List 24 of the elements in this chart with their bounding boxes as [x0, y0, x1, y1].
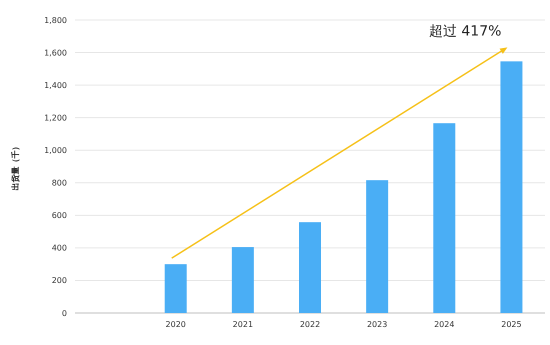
x-tick-label: 2020 [166, 320, 186, 329]
bar [433, 123, 456, 313]
y-tick-label: 200 [52, 276, 67, 286]
bar [299, 222, 321, 313]
y-tick-label: 800 [52, 178, 67, 188]
x-tick-label: 2022 [300, 320, 320, 329]
y-tick-label: 1,800 [44, 16, 67, 25]
bar [366, 180, 388, 313]
x-tick-label: 2025 [501, 320, 522, 329]
bar [232, 247, 254, 313]
y-tick-label: 1,200 [44, 113, 67, 122]
bar [500, 61, 522, 313]
x-tick-label: 2024 [434, 320, 454, 329]
y-axis-title: 出货量（千） [11, 142, 20, 190]
y-tick-label: 1,000 [44, 146, 67, 156]
x-tick-label: 2021 [232, 320, 254, 329]
y-tick-label: 600 [52, 211, 67, 220]
x-tick-label: 2023 [366, 320, 388, 329]
bar [164, 264, 187, 313]
y-tick-label: 1,400 [44, 80, 67, 90]
annotation: 超过 417% [428, 23, 502, 40]
y-tick-label: 400 [52, 244, 67, 253]
y-tick-label: 1,600 [44, 48, 67, 58]
y-tick-label: 0 [62, 308, 67, 318]
